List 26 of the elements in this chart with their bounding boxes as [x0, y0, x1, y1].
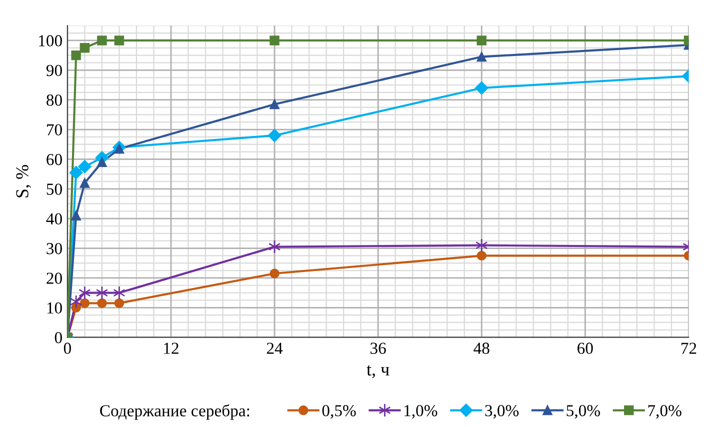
x-tick-label: 24 [266, 342, 283, 354]
x-tick-label: 48 [474, 342, 490, 354]
y-tick-label: 90 [46, 64, 62, 76]
y-tick-label: 20 [46, 272, 62, 284]
y-tick-label: 60 [46, 154, 62, 166]
x-tick-label: 72 [681, 342, 696, 354]
x-tick-label: 60 [578, 342, 593, 354]
y-tick-label: 80 [46, 94, 62, 106]
x-axis-title: t, ч [366, 365, 390, 378]
x-tick-label: 36 [370, 342, 386, 354]
y-tick-label: 30 [46, 242, 62, 254]
x-tick-label: 12 [164, 342, 178, 354]
y-tick-label: 100 [39, 35, 62, 46]
legend-label: 0,5% [322, 405, 356, 419]
y-tick-label: 0 [54, 332, 62, 344]
y-tick-label: 40 [46, 213, 62, 225]
y-tick-label: 10 [47, 302, 62, 314]
y-axis-title: S, % [16, 165, 31, 198]
legend-label: 7,0% [648, 405, 682, 419]
legend-label: 5,0% [566, 405, 600, 419]
legend-label: 3,0% [485, 405, 519, 419]
y-tick-label: 70 [47, 124, 62, 136]
legend-title: Содержание серебра: [100, 404, 250, 420]
legend-label: 1,0% [404, 405, 438, 419]
y-tick-label: 50 [46, 184, 62, 195]
x-tick-label: 0 [64, 342, 71, 354]
